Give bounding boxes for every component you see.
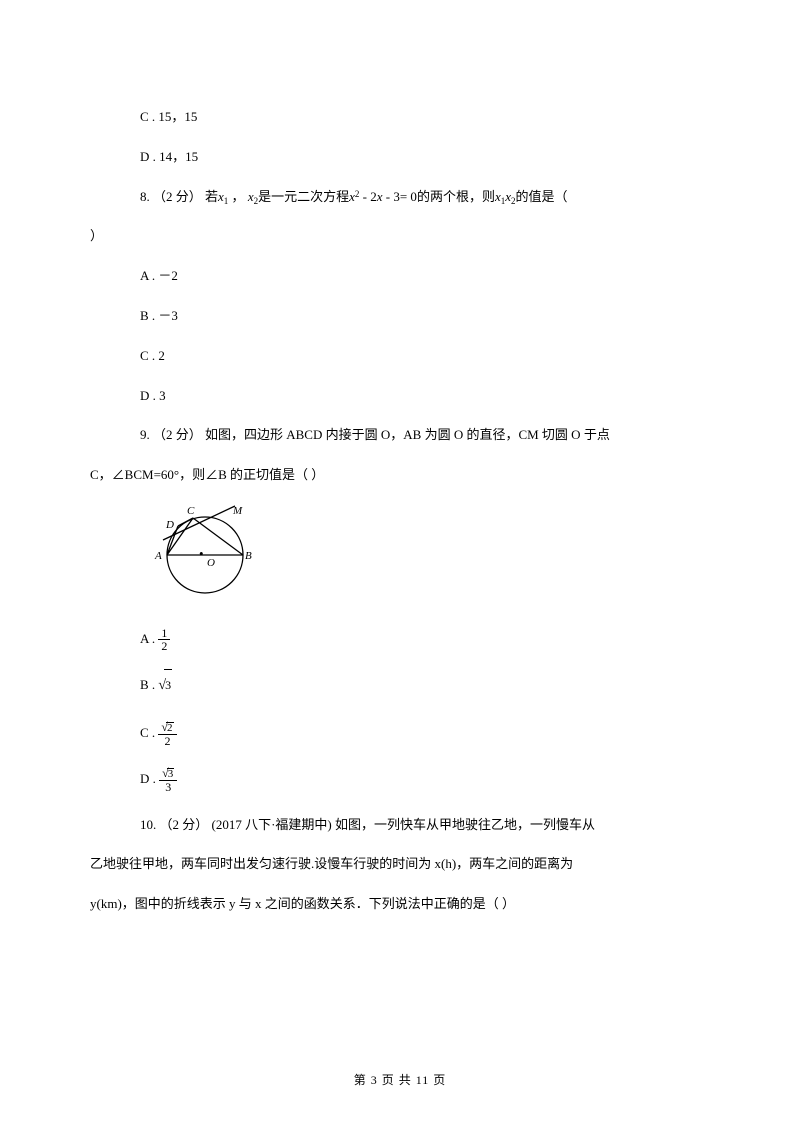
q9-fracA-den: 2 — [158, 640, 170, 652]
q8-after: 的两个根，则 — [417, 189, 495, 204]
q9-fracD-den: 3 — [159, 781, 177, 793]
svg-text:M: M — [232, 505, 243, 517]
q8-mid1: ， — [228, 189, 248, 204]
q9-optA-prefix: A . — [140, 631, 158, 646]
q9-optD-prefix: D . — [140, 771, 159, 786]
q8-option-d: D . 3 — [90, 379, 710, 413]
q10-stem-line1: 10. （2 分） (2017 八下·福建期中) 如图，一列快车从甲地驶往乙地，… — [90, 808, 710, 842]
svg-text:B: B — [245, 550, 252, 562]
q8-mid2: 是一元二次方程 — [258, 189, 349, 204]
q9-stem-line2: C，∠BCM=60°，则∠B 的正切值是（ ） — [90, 458, 710, 492]
q9-option-b: B . √3 — [90, 668, 710, 704]
q9-sqrtB: 3 — [164, 669, 172, 701]
q7-option-c: C . 15，15 — [90, 100, 710, 134]
q9-fracC-num: 2 — [166, 722, 174, 734]
svg-text:D: D — [165, 519, 174, 531]
q9-diagram: A B C D M • O — [145, 500, 710, 608]
q10-stem-line2: 乙地驶往甲地，两车同时出发匀速行驶.设慢车行驶的时间为 x(h)，两车之间的距离… — [90, 847, 710, 881]
q8-option-a: A . －2 — [90, 259, 710, 293]
svg-text:A: A — [154, 550, 162, 562]
q8-option-c: C . 2 — [90, 339, 710, 373]
q8-option-b: B . －3 — [90, 299, 710, 333]
q9-option-d: D . √3 3 — [90, 762, 710, 796]
q9-stem-line1: 9. （2 分） 如图，四边形 ABCD 内接于圆 O，AB 为圆 O 的直径，… — [90, 418, 710, 452]
svg-text:•: • — [199, 546, 204, 561]
q9-fracC-den: 2 — [158, 735, 176, 747]
svg-text:C: C — [187, 505, 195, 517]
q8-stem: 8. （2 分） 若x1 ， x2是一元二次方程x2 - 2x - 3= 0的两… — [90, 180, 710, 214]
q8-tail: 的值是（ — [516, 189, 568, 204]
q9-option-c: C . √2 2 — [90, 716, 710, 750]
q8-eqmid: - 2 — [359, 189, 376, 204]
q8-prefix: 8. （2 分） 若 — [140, 189, 218, 204]
q8-eqsq: 2 — [355, 189, 360, 199]
q7-option-d: D . 14，15 — [90, 140, 710, 174]
svg-text:O: O — [207, 557, 215, 569]
q8-close: ） — [90, 219, 710, 253]
q9-option-a: A . 1 2 — [90, 622, 710, 656]
page-footer: 第 3 页 共 11 页 — [0, 1071, 800, 1088]
q9-fracD-num: 3 — [167, 768, 175, 780]
q8-eqend: - 3= 0 — [383, 189, 417, 204]
q9-optC-prefix: C . — [140, 725, 158, 740]
q10-stem-line3: y(km)，图中的折线表示 y 与 x 之间的函数关系．下列说法中正确的是（ ） — [90, 887, 710, 921]
q9-optB-prefix: B . — [140, 677, 158, 692]
